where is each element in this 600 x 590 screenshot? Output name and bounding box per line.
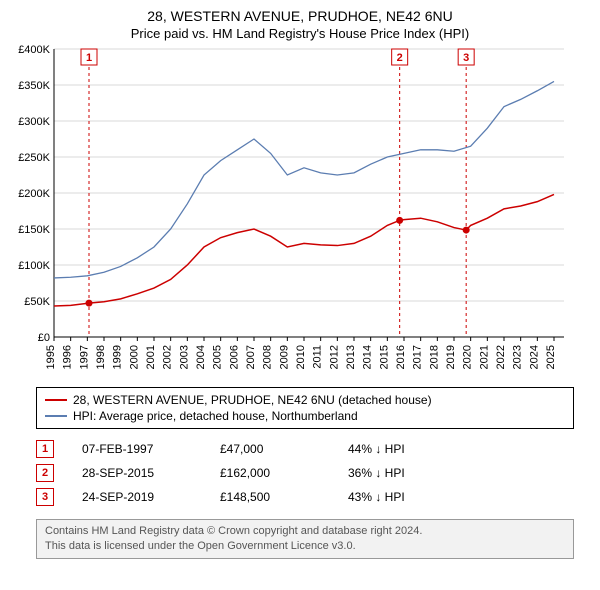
x-tick-label: 1997 bbox=[78, 345, 90, 369]
x-tick-label: 2010 bbox=[295, 345, 307, 369]
transaction-badge-cell: 3 bbox=[36, 488, 54, 506]
x-tick-label: 2018 bbox=[428, 345, 440, 369]
legend-label: HPI: Average price, detached house, Nort… bbox=[73, 409, 358, 423]
legend-swatch bbox=[45, 415, 67, 417]
transaction-badge-number: 1 bbox=[86, 52, 92, 64]
x-tick-label: 2015 bbox=[378, 345, 390, 369]
y-tick-label: £350K bbox=[18, 80, 50, 92]
transaction-price: £162,000 bbox=[220, 466, 320, 480]
transaction-delta: 43% ↓ HPI bbox=[348, 490, 448, 504]
y-tick-label: £100K bbox=[18, 260, 50, 272]
y-tick-label: £200K bbox=[18, 188, 50, 200]
x-tick-label: 2007 bbox=[245, 345, 257, 369]
transaction-price: £148,500 bbox=[220, 490, 320, 504]
x-tick-label: 2016 bbox=[395, 345, 407, 369]
table-row: 3 24-SEP-2019 £148,500 43% ↓ HPI bbox=[36, 485, 556, 509]
x-tick-label: 1999 bbox=[112, 345, 124, 369]
x-tick-label: 2013 bbox=[345, 345, 357, 369]
x-tick-label: 2008 bbox=[262, 345, 274, 369]
x-tick-label: 2022 bbox=[495, 345, 507, 369]
transaction-delta: 36% ↓ HPI bbox=[348, 466, 448, 480]
x-tick-label: 1996 bbox=[62, 345, 74, 369]
transaction-marker bbox=[463, 227, 470, 234]
legend-row: HPI: Average price, detached house, Nort… bbox=[45, 408, 565, 424]
x-tick-label: 2003 bbox=[178, 345, 190, 369]
x-tick-label: 2023 bbox=[512, 345, 524, 369]
transaction-marker bbox=[396, 217, 403, 224]
transaction-marker bbox=[86, 300, 93, 307]
data-attribution: Contains HM Land Registry data © Crown c… bbox=[36, 519, 574, 559]
footer-line-2: This data is licensed under the Open Gov… bbox=[45, 539, 565, 554]
transactions-table: 1 07-FEB-1997 £47,000 44% ↓ HPI 2 28-SEP-2015… bbox=[36, 437, 556, 509]
legend-row: 28, WESTERN AVENUE, PRUDHOE, NE42 6NU (d… bbox=[45, 392, 565, 408]
y-tick-label: £250K bbox=[18, 152, 50, 164]
x-tick-label: 2021 bbox=[478, 345, 490, 369]
transaction-badge-number: 3 bbox=[463, 52, 469, 64]
x-tick-label: 2025 bbox=[545, 345, 557, 369]
transaction-badge-cell: 1 bbox=[36, 440, 54, 458]
x-tick-label: 2017 bbox=[412, 345, 424, 369]
transaction-date: 24-SEP-2019 bbox=[82, 490, 192, 504]
x-tick-label: 1998 bbox=[95, 345, 107, 369]
x-tick-label: 2000 bbox=[128, 345, 140, 369]
transaction-price: £47,000 bbox=[220, 442, 320, 456]
y-tick-label: £0 bbox=[38, 332, 50, 344]
legend-swatch bbox=[45, 399, 67, 401]
x-tick-label: 2002 bbox=[162, 345, 174, 369]
legend-label: 28, WESTERN AVENUE, PRUDHOE, NE42 6NU (d… bbox=[73, 393, 432, 407]
transaction-date: 28-SEP-2015 bbox=[82, 466, 192, 480]
chart-title-address: 28, WESTERN AVENUE, PRUDHOE, NE42 6NU bbox=[8, 8, 592, 24]
x-tick-label: 2011 bbox=[312, 345, 324, 369]
x-tick-label: 2020 bbox=[462, 345, 474, 369]
series-price_paid bbox=[54, 194, 554, 306]
y-tick-label: £300K bbox=[18, 116, 50, 128]
price-chart: £0 £50K £100K £150K £200K £250K £300K £350K £400… bbox=[8, 41, 568, 381]
x-tick-label: 2024 bbox=[528, 345, 540, 369]
y-tick-label: £50K bbox=[24, 296, 50, 308]
y-tick-label: £150K bbox=[18, 224, 50, 236]
x-tick-label: 2005 bbox=[212, 345, 224, 369]
legend: 28, WESTERN AVENUE, PRUDHOE, NE42 6NU (d… bbox=[36, 387, 574, 429]
chart-container: £0 £50K £100K £150K £200K £250K £300K £350K £400… bbox=[8, 41, 592, 381]
transaction-delta: 44% ↓ HPI bbox=[348, 442, 448, 456]
x-tick-label: 2004 bbox=[195, 345, 207, 369]
transaction-badge-number: 2 bbox=[397, 52, 403, 64]
transaction-badge-cell: 2 bbox=[36, 464, 54, 482]
x-tick-label: 2012 bbox=[328, 345, 340, 369]
table-row: 2 28-SEP-2015 £162,000 36% ↓ HPI bbox=[36, 461, 556, 485]
chart-title-desc: Price paid vs. HM Land Registry's House … bbox=[8, 26, 592, 41]
transaction-date: 07-FEB-1997 bbox=[82, 442, 192, 456]
y-tick-label: £400K bbox=[18, 44, 50, 56]
series-hpi bbox=[54, 81, 554, 278]
table-row: 1 07-FEB-1997 £47,000 44% ↓ HPI bbox=[36, 437, 556, 461]
footer-line-1: Contains HM Land Registry data © Crown c… bbox=[45, 524, 565, 539]
x-tick-label: 1995 bbox=[45, 345, 57, 369]
x-tick-label: 2001 bbox=[145, 345, 157, 369]
x-tick-label: 2009 bbox=[278, 345, 290, 369]
x-tick-label: 2006 bbox=[228, 345, 240, 369]
x-tick-label: 2019 bbox=[445, 345, 457, 369]
x-tick-label: 2014 bbox=[362, 345, 374, 369]
